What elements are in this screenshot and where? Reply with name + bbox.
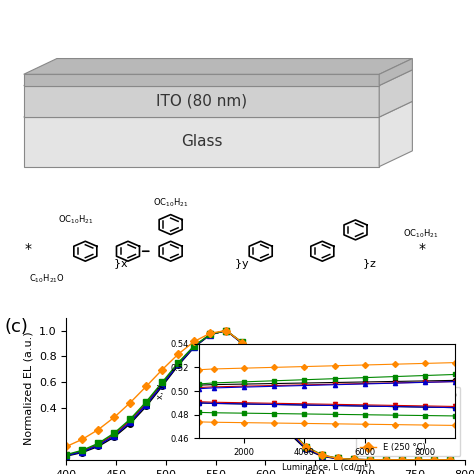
- Polygon shape: [379, 70, 412, 117]
- Text: *: *: [419, 242, 425, 256]
- Text: OC$_{10}$H$_{21}$: OC$_{10}$H$_{21}$: [153, 196, 188, 209]
- Polygon shape: [379, 101, 412, 167]
- Text: $\}$y: $\}$y: [234, 257, 249, 271]
- Text: OC$_{10}$H$_{21}$: OC$_{10}$H$_{21}$: [58, 214, 93, 227]
- Polygon shape: [24, 101, 412, 117]
- Polygon shape: [24, 74, 379, 86]
- Polygon shape: [379, 59, 412, 86]
- Legend: A (Non-annealed), B (100 °C), C (150 °C), D (200 °C), E (250 °C): A (Non-annealed), B (100 °C), C (150 °C)…: [356, 387, 460, 456]
- Text: (c): (c): [5, 318, 28, 336]
- Text: *: *: [25, 242, 32, 256]
- Polygon shape: [24, 59, 412, 74]
- Text: $\}$x: $\}$x: [113, 257, 128, 271]
- Text: ITO (80 nm): ITO (80 nm): [156, 94, 247, 109]
- Text: C$_{10}$H$_{21}$O: C$_{10}$H$_{21}$O: [29, 273, 65, 285]
- Text: OC$_{10}$H$_{21}$: OC$_{10}$H$_{21}$: [403, 227, 438, 240]
- Y-axis label: Normalized EL (a.u.): Normalized EL (a.u.): [23, 332, 33, 446]
- X-axis label: Luminance, L (cd/m²): Luminance, L (cd/m²): [283, 463, 372, 472]
- Polygon shape: [24, 86, 379, 117]
- Text: Glass: Glass: [181, 134, 222, 149]
- Polygon shape: [24, 117, 379, 167]
- Text: $\}$z: $\}$z: [363, 257, 377, 271]
- Y-axis label: x, y: x, y: [156, 383, 165, 399]
- Polygon shape: [24, 70, 412, 86]
